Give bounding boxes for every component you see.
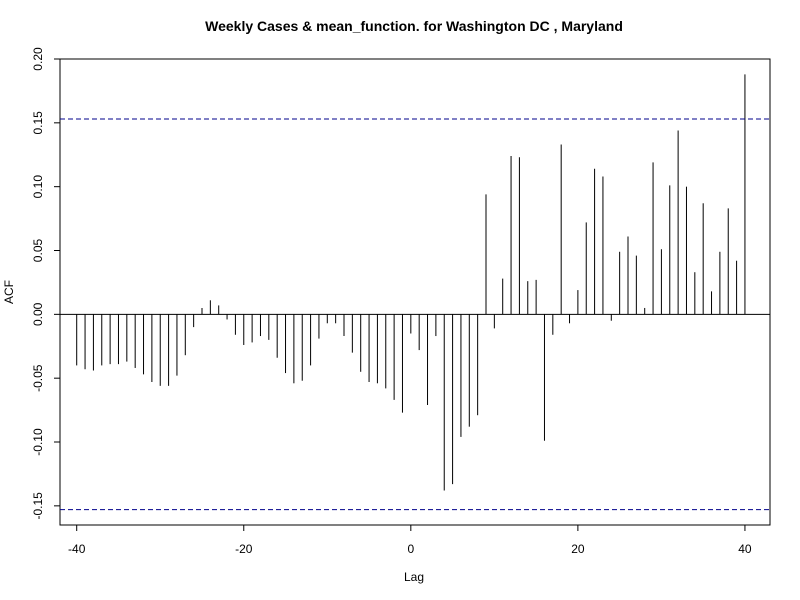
y-axis: -0.15 -0.10 -0.05 0.00 0.05 0.10 0.15 0.20 <box>31 47 60 520</box>
x-tick-label: -40 <box>68 542 86 556</box>
acf-bars <box>60 74 770 491</box>
plot-frame <box>59 58 771 526</box>
x-tick-label: -20 <box>235 542 253 556</box>
y-axis-label: ACF <box>2 280 16 304</box>
x-axis: -40 -20 0 20 40 <box>68 525 752 556</box>
x-axis-label: Lag <box>404 570 424 584</box>
y-tick-label: -0.05 <box>31 364 45 392</box>
y-tick-label: 0.10 <box>31 175 45 199</box>
x-tick-label: 40 <box>738 542 752 556</box>
y-tick-label: 0.00 <box>31 302 45 326</box>
y-tick-label: 0.15 <box>31 111 45 135</box>
y-tick-label: 0.05 <box>31 239 45 263</box>
chart-title: Weekly Cases & mean_function. for Washin… <box>205 18 623 34</box>
x-tick-label: 0 <box>407 542 414 556</box>
x-tick-label: 20 <box>571 542 585 556</box>
y-tick-label: -0.10 <box>31 428 45 456</box>
y-tick-label: -0.15 <box>31 492 45 520</box>
confidence-bounds <box>60 118 770 511</box>
y-tick-label: 0.20 <box>31 47 45 71</box>
